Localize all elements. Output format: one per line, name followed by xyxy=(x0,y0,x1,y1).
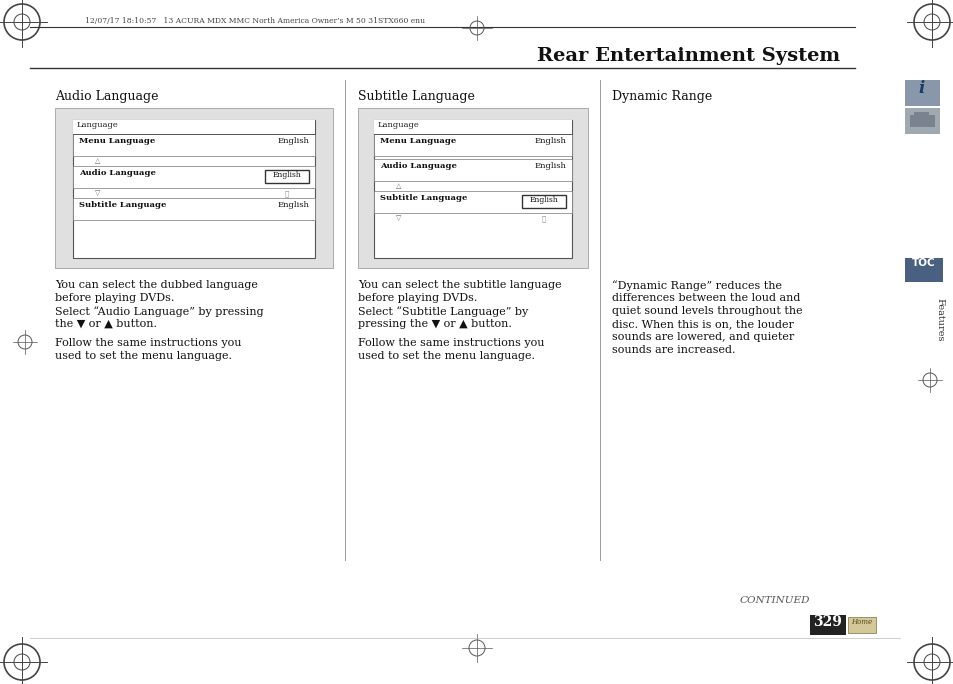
Text: You can select the dubbed language: You can select the dubbed language xyxy=(55,280,257,290)
Text: English: English xyxy=(529,196,558,204)
Text: “Dynamic Range” reduces the: “Dynamic Range” reduces the xyxy=(612,280,781,291)
Bar xyxy=(73,198,314,220)
Bar xyxy=(521,195,565,208)
Text: CONTINUED: CONTINUED xyxy=(739,596,809,605)
Text: Follow the same instructions you: Follow the same instructions you xyxy=(357,338,544,348)
Bar xyxy=(809,615,845,635)
Text: sounds are lowered, and quieter: sounds are lowered, and quieter xyxy=(612,332,794,342)
Text: the ▼ or ▲ button.: the ▼ or ▲ button. xyxy=(55,319,157,329)
Bar xyxy=(913,112,928,118)
Text: 329: 329 xyxy=(813,615,841,629)
Text: Menu Language: Menu Language xyxy=(79,137,155,145)
Text: TOC: TOC xyxy=(911,258,935,268)
Text: Rear Entertainment System: Rear Entertainment System xyxy=(537,47,840,65)
Text: ⌓: ⌓ xyxy=(285,189,289,197)
Bar xyxy=(374,134,572,156)
Text: Subtitle Language: Subtitle Language xyxy=(379,194,467,202)
Text: English: English xyxy=(273,171,301,179)
Bar xyxy=(265,170,309,183)
Text: Home: Home xyxy=(850,618,872,626)
Text: Audio Language: Audio Language xyxy=(79,169,155,177)
Text: Select “Subtitle Language” by: Select “Subtitle Language” by xyxy=(357,306,528,317)
Text: English: English xyxy=(534,162,565,170)
Text: Audio Language: Audio Language xyxy=(379,162,456,170)
Bar xyxy=(73,120,314,134)
Text: Select “Audio Language” by pressing: Select “Audio Language” by pressing xyxy=(55,306,263,317)
Text: Menu Language: Menu Language xyxy=(379,137,456,145)
Bar xyxy=(904,80,939,106)
Text: pressing the ▼ or ▲ button.: pressing the ▼ or ▲ button. xyxy=(357,319,512,329)
Bar xyxy=(73,166,314,188)
Text: sounds are increased.: sounds are increased. xyxy=(612,345,735,355)
Text: Dynamic Range: Dynamic Range xyxy=(612,90,712,103)
Bar xyxy=(909,115,934,127)
Text: disc. When this is on, the louder: disc. When this is on, the louder xyxy=(612,319,793,329)
Text: English: English xyxy=(276,201,309,209)
Text: Subtitle Language: Subtitle Language xyxy=(79,201,166,209)
Text: Subtitle Language: Subtitle Language xyxy=(357,90,475,103)
Text: differences between the loud and: differences between the loud and xyxy=(612,293,800,303)
Text: Language: Language xyxy=(77,121,118,129)
Bar xyxy=(847,617,875,633)
Bar xyxy=(55,108,333,268)
Text: English: English xyxy=(276,137,309,145)
Text: You can select the subtitle language: You can select the subtitle language xyxy=(357,280,561,290)
Text: before playing DVDs.: before playing DVDs. xyxy=(55,293,174,303)
Text: △: △ xyxy=(395,182,401,190)
Text: before playing DVDs.: before playing DVDs. xyxy=(357,293,476,303)
Bar xyxy=(73,120,314,258)
Bar xyxy=(904,108,939,134)
Text: △: △ xyxy=(95,157,101,165)
Bar xyxy=(374,159,572,181)
Text: ▽: ▽ xyxy=(395,214,401,222)
Text: English: English xyxy=(534,137,565,145)
Bar xyxy=(374,191,572,213)
Bar xyxy=(357,108,587,268)
Text: quiet sound levels throughout the: quiet sound levels throughout the xyxy=(612,306,801,316)
Text: Audio Language: Audio Language xyxy=(55,90,158,103)
Bar xyxy=(73,134,314,156)
Text: i: i xyxy=(918,80,924,97)
Text: ▽: ▽ xyxy=(95,189,101,197)
Text: used to set the menu language.: used to set the menu language. xyxy=(55,351,232,361)
Text: Language: Language xyxy=(377,121,419,129)
Bar xyxy=(374,120,572,134)
Bar xyxy=(374,120,572,258)
Text: ⌓: ⌓ xyxy=(541,214,545,222)
Text: Features: Features xyxy=(935,298,943,342)
Text: Follow the same instructions you: Follow the same instructions you xyxy=(55,338,241,348)
Text: used to set the menu language.: used to set the menu language. xyxy=(357,351,535,361)
Bar xyxy=(904,258,942,282)
Text: 12/07/17 18:10:57   13 ACURA MDX MMC North America Owner’s M 50 31STX660 enu: 12/07/17 18:10:57 13 ACURA MDX MMC North… xyxy=(85,17,424,25)
